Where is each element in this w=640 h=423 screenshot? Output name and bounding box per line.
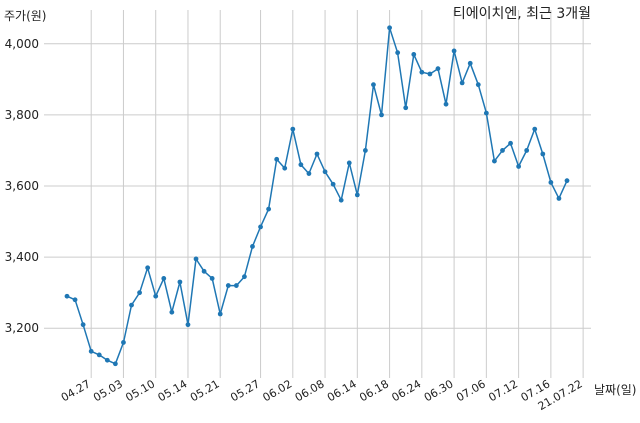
y-axis-ticks: 3,200 3,400 3,600 3,800 4,000 [5, 37, 39, 335]
data-point [451, 48, 457, 54]
data-point [258, 224, 263, 230]
x-tick-label: 05.21 [188, 377, 222, 404]
data-point [64, 293, 70, 299]
data-point [104, 357, 110, 363]
data-point [209, 276, 215, 281]
data-point [435, 66, 441, 72]
data-point [96, 352, 102, 358]
x-tick-label: 06.30 [422, 377, 456, 404]
data-point [72, 297, 78, 303]
data-point [330, 181, 336, 187]
x-tick-label: 05.14 [156, 377, 190, 404]
x-tick-label: 07.06 [454, 377, 488, 404]
data-point [492, 158, 497, 164]
data-point [354, 192, 360, 198]
data-point [338, 197, 344, 203]
data-point [290, 126, 296, 132]
y-tick-label: 3,200 [5, 321, 39, 335]
data-point [217, 311, 223, 317]
y-tick-label: 3,400 [5, 250, 39, 264]
x-tick-label: 06.08 [293, 377, 327, 404]
chart-title: 티에이치엔, 최근 3개월 [453, 6, 591, 22]
data-point [516, 164, 522, 169]
data-point [395, 50, 401, 56]
y-tick-label: 4,000 [5, 37, 39, 51]
data-point [177, 279, 183, 285]
data-point [500, 148, 505, 153]
data-point [419, 69, 425, 75]
data-point [322, 169, 328, 175]
data-point [298, 162, 304, 168]
data-point [225, 283, 231, 288]
price-series [64, 25, 570, 367]
data-point [266, 206, 272, 212]
data-point [459, 80, 465, 86]
data-point [185, 322, 191, 328]
data-point [548, 180, 554, 185]
price-line [66, 27, 568, 365]
data-point [161, 276, 167, 281]
data-point [540, 151, 546, 157]
data-point [524, 148, 530, 153]
data-point [346, 160, 352, 166]
data-point [169, 309, 175, 315]
data-point [80, 322, 86, 328]
x-tick-label: 07.12 [486, 377, 520, 404]
data-point [483, 110, 489, 116]
x-axis-label: 날짜(일) [594, 383, 636, 397]
data-point [556, 196, 562, 201]
data-point [153, 293, 159, 299]
data-point [467, 60, 473, 66]
data-point [387, 25, 392, 31]
x-tick-label: 05.27 [228, 377, 262, 404]
data-point [411, 52, 417, 57]
data-point [233, 283, 239, 288]
y-axis-label: 주가(원) [4, 9, 46, 23]
data-point [314, 151, 320, 157]
grid [44, 10, 591, 378]
data-point [250, 244, 255, 249]
data-point [282, 165, 288, 171]
x-tick-label: 06.18 [357, 377, 391, 404]
data-point [201, 268, 207, 274]
data-point [129, 302, 134, 308]
data-point [371, 82, 376, 88]
x-tick-label: 06.14 [325, 377, 359, 404]
data-point [508, 140, 513, 146]
x-tick-label: 05.03 [91, 377, 125, 404]
x-tick-label: 05.10 [123, 377, 157, 404]
data-point [112, 361, 118, 367]
x-tick-label: 04.27 [59, 377, 93, 404]
data-point [306, 171, 312, 176]
data-point [564, 178, 570, 184]
data-point [403, 105, 409, 111]
data-point [274, 156, 280, 162]
data-point [137, 290, 142, 296]
data-point [193, 256, 199, 262]
data-point [532, 126, 538, 132]
data-point [362, 148, 368, 153]
data-point [242, 274, 247, 280]
data-point [475, 82, 481, 88]
y-tick-label: 3,600 [5, 179, 39, 193]
x-tick-label: 06.24 [390, 377, 424, 404]
data-point [379, 112, 384, 118]
data-point [121, 340, 126, 345]
y-tick-label: 3,800 [5, 108, 39, 122]
data-point [443, 101, 449, 107]
data-point [88, 348, 94, 354]
data-point [145, 265, 151, 271]
data-point [427, 71, 433, 77]
x-tick-label: 06.02 [261, 377, 295, 404]
